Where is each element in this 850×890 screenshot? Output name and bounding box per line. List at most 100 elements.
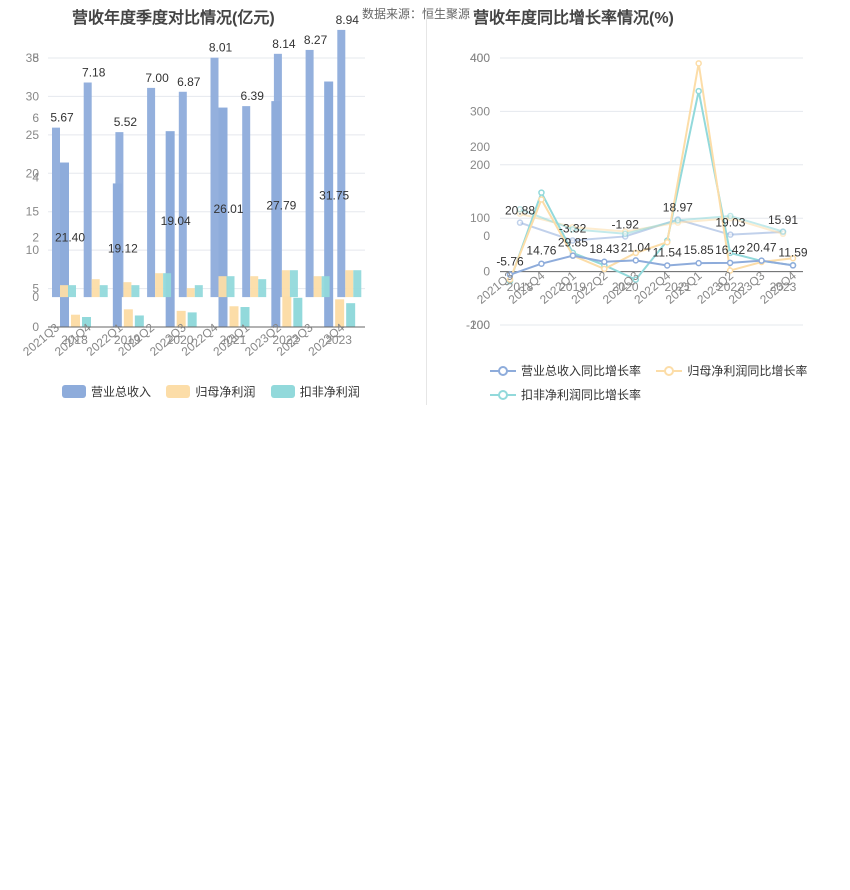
bar	[115, 132, 124, 298]
data-point	[538, 189, 545, 196]
left-chart-panel: 营收年度季度对比情况(亿元) 0 5 10 15 20 25 30 35 0 2 4 6 8 5.67 7.…	[0, 0, 425, 420]
bar	[83, 82, 92, 298]
bar	[91, 279, 100, 298]
data-point	[663, 262, 671, 269]
bar	[155, 273, 164, 298]
y-tick-label: 0	[483, 229, 490, 243]
revenue-growth-line-icon	[490, 365, 516, 377]
data-point	[789, 262, 797, 269]
series-line	[509, 63, 794, 280]
x-tick-label: 2018	[507, 280, 534, 294]
data-label: 15.91	[768, 213, 798, 227]
data-label: 6.87	[177, 75, 201, 89]
data-point	[516, 219, 524, 226]
bar	[52, 127, 60, 298]
data-point	[569, 252, 577, 259]
data-point	[695, 87, 702, 95]
y-tick-label: 200	[470, 158, 490, 172]
bar	[353, 270, 362, 298]
y-tick-label: 2	[32, 230, 39, 244]
data-label: 14.76	[526, 244, 556, 258]
y-tick-label: 4	[32, 171, 39, 185]
data-label: 8.27	[304, 33, 328, 47]
legend-item-revenue[interactable]: 营业总收入	[62, 383, 151, 400]
deducted-profit-swatch-icon	[270, 385, 295, 398]
bar	[281, 270, 290, 298]
x-tick-label: 2019	[114, 333, 141, 347]
revenue-swatch-icon	[62, 385, 86, 398]
data-point	[516, 206, 524, 213]
data-point	[601, 258, 608, 266]
bar	[82, 317, 91, 327]
bar	[226, 276, 235, 298]
bar	[345, 270, 354, 298]
data-label: 18.97	[663, 201, 693, 215]
data-label: 8.94	[336, 13, 360, 27]
data-point	[726, 267, 734, 274]
bar	[346, 303, 356, 327]
bar	[289, 270, 298, 298]
series-line	[519, 208, 784, 235]
bar	[60, 285, 68, 298]
data-label: 21.04	[621, 240, 651, 254]
x-tick-label: 2019	[559, 280, 586, 294]
data-point	[538, 260, 545, 267]
bar	[218, 276, 227, 298]
data-label: 19.03	[715, 216, 745, 230]
y-tick-label: 15	[26, 205, 40, 219]
data-point	[506, 271, 514, 278]
data-source-label: 数据来源：恒生聚源	[362, 7, 471, 21]
bar	[60, 162, 69, 327]
bar	[240, 307, 250, 327]
x-tick-label: 2023	[325, 333, 352, 347]
legend-item-net-profit-growth[interactable]: 归母净利润同比增长率	[656, 360, 807, 382]
legend-item-deducted-growth[interactable]: 扣非净利润同比增长率	[490, 384, 641, 406]
data-point	[758, 257, 765, 264]
data-label: 19.04	[161, 214, 191, 228]
y-tick-label: 6	[32, 111, 39, 125]
data-point	[601, 265, 608, 273]
bar	[273, 53, 282, 298]
data-point	[663, 238, 671, 246]
bar	[194, 285, 203, 298]
data-label: 29.85	[558, 236, 588, 250]
data-label: 20.88	[505, 204, 535, 218]
y-tick-label: 8	[32, 51, 39, 65]
legend-item-revenue-growth[interactable]: 营业总收入同比增长率	[490, 360, 641, 382]
bar	[242, 106, 251, 298]
y-tick-label: 20	[26, 166, 40, 180]
bar	[131, 285, 140, 298]
bar	[176, 310, 186, 327]
legend-label-net-profit-growth: 归母净利润同比增长率	[687, 364, 808, 378]
bar	[147, 87, 156, 298]
left-chart-title: 营收年度季度对比情况(亿元)	[72, 10, 275, 27]
data-label: 11.54	[653, 245, 682, 259]
data-label: 8.01	[209, 41, 233, 55]
y-tick-label: 400	[470, 51, 490, 65]
bar	[68, 285, 76, 298]
bar	[165, 131, 175, 327]
y-tick-label: 200	[470, 140, 490, 154]
legend-item-deducted-profit[interactable]: 扣非净利润	[270, 383, 360, 400]
left-chart-legend: 营业总收入 归母净利润 扣非净利润	[62, 383, 372, 401]
data-label: -3.32	[559, 221, 587, 235]
data-label: 11.59	[778, 245, 807, 259]
data-label: -1.92	[612, 217, 640, 231]
bar	[187, 312, 197, 327]
legend-item-net-profit[interactable]: 归母净利润	[166, 383, 255, 400]
data-label: 27.79	[266, 199, 296, 213]
right-chart-svg: -1000100200300400-2000200400-5.7614.7629…	[466, 51, 808, 332]
x-tick-label: 2021	[220, 333, 247, 347]
bar	[123, 309, 133, 327]
data-point	[695, 259, 702, 267]
data-point	[779, 228, 787, 235]
data-point	[569, 237, 576, 244]
data-point	[789, 255, 797, 262]
data-point	[632, 257, 640, 264]
y-tick-label: 0	[32, 320, 39, 334]
x-tick-label: 2020	[612, 280, 639, 294]
data-label: 16.42	[715, 243, 745, 257]
bar	[178, 91, 187, 298]
